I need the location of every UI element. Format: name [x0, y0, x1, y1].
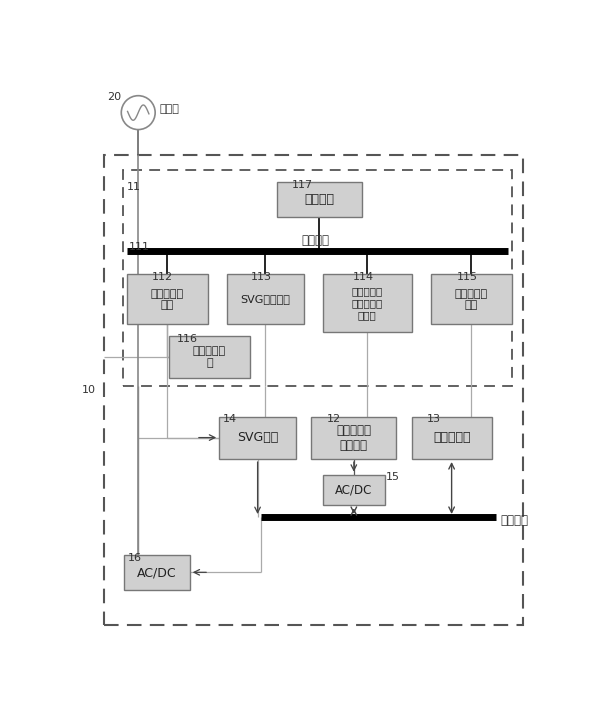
Bar: [277, 182, 362, 216]
Bar: [127, 274, 207, 324]
Text: 蓄电池监控
模块: 蓄电池监控 模块: [455, 288, 488, 310]
Text: 通信总线: 通信总线: [302, 234, 329, 247]
Bar: [412, 417, 492, 459]
Text: 蓄电池模块: 蓄电池模块: [433, 431, 471, 444]
Text: AC/DC: AC/DC: [137, 566, 177, 579]
Text: 直流母线: 直流母线: [500, 514, 528, 527]
Bar: [323, 274, 412, 332]
Text: 15: 15: [386, 472, 400, 482]
Bar: [103, 155, 523, 625]
Text: SVG模块: SVG模块: [237, 431, 278, 444]
Text: 116: 116: [177, 333, 198, 343]
Bar: [227, 274, 304, 324]
Text: 16: 16: [128, 553, 142, 563]
Bar: [219, 417, 296, 459]
Text: AC/DC: AC/DC: [335, 483, 373, 496]
Text: 配电网联路
模块: 配电网联路 模块: [150, 288, 184, 310]
Text: 可再生能源
发电设备: 可再生能源 发电设备: [337, 424, 371, 452]
Text: 12: 12: [327, 414, 341, 424]
Text: 可再生能源
发电设备监
控模块: 可再生能源 发电设备监 控模块: [352, 286, 383, 320]
Text: 14: 14: [223, 414, 237, 424]
Text: SVG监控模块: SVG监控模块: [240, 294, 290, 304]
Bar: [323, 475, 385, 506]
Text: 20: 20: [108, 92, 121, 102]
Text: 112: 112: [152, 272, 174, 282]
Text: 111: 111: [129, 242, 150, 252]
Bar: [431, 274, 511, 324]
Text: 配电网: 配电网: [159, 104, 179, 114]
Text: 115: 115: [457, 272, 478, 282]
Bar: [311, 417, 396, 459]
Text: 117: 117: [292, 180, 313, 190]
Text: 11: 11: [127, 182, 141, 192]
Text: 10: 10: [82, 385, 96, 395]
Bar: [124, 555, 190, 590]
Text: 并网监控模
块: 并网监控模 块: [193, 346, 226, 368]
Bar: [123, 171, 511, 386]
Text: 13: 13: [427, 414, 441, 424]
Bar: [169, 336, 250, 378]
Text: 113: 113: [251, 272, 272, 282]
Text: 114: 114: [353, 272, 374, 282]
Text: 中控模块: 中控模块: [304, 193, 334, 206]
